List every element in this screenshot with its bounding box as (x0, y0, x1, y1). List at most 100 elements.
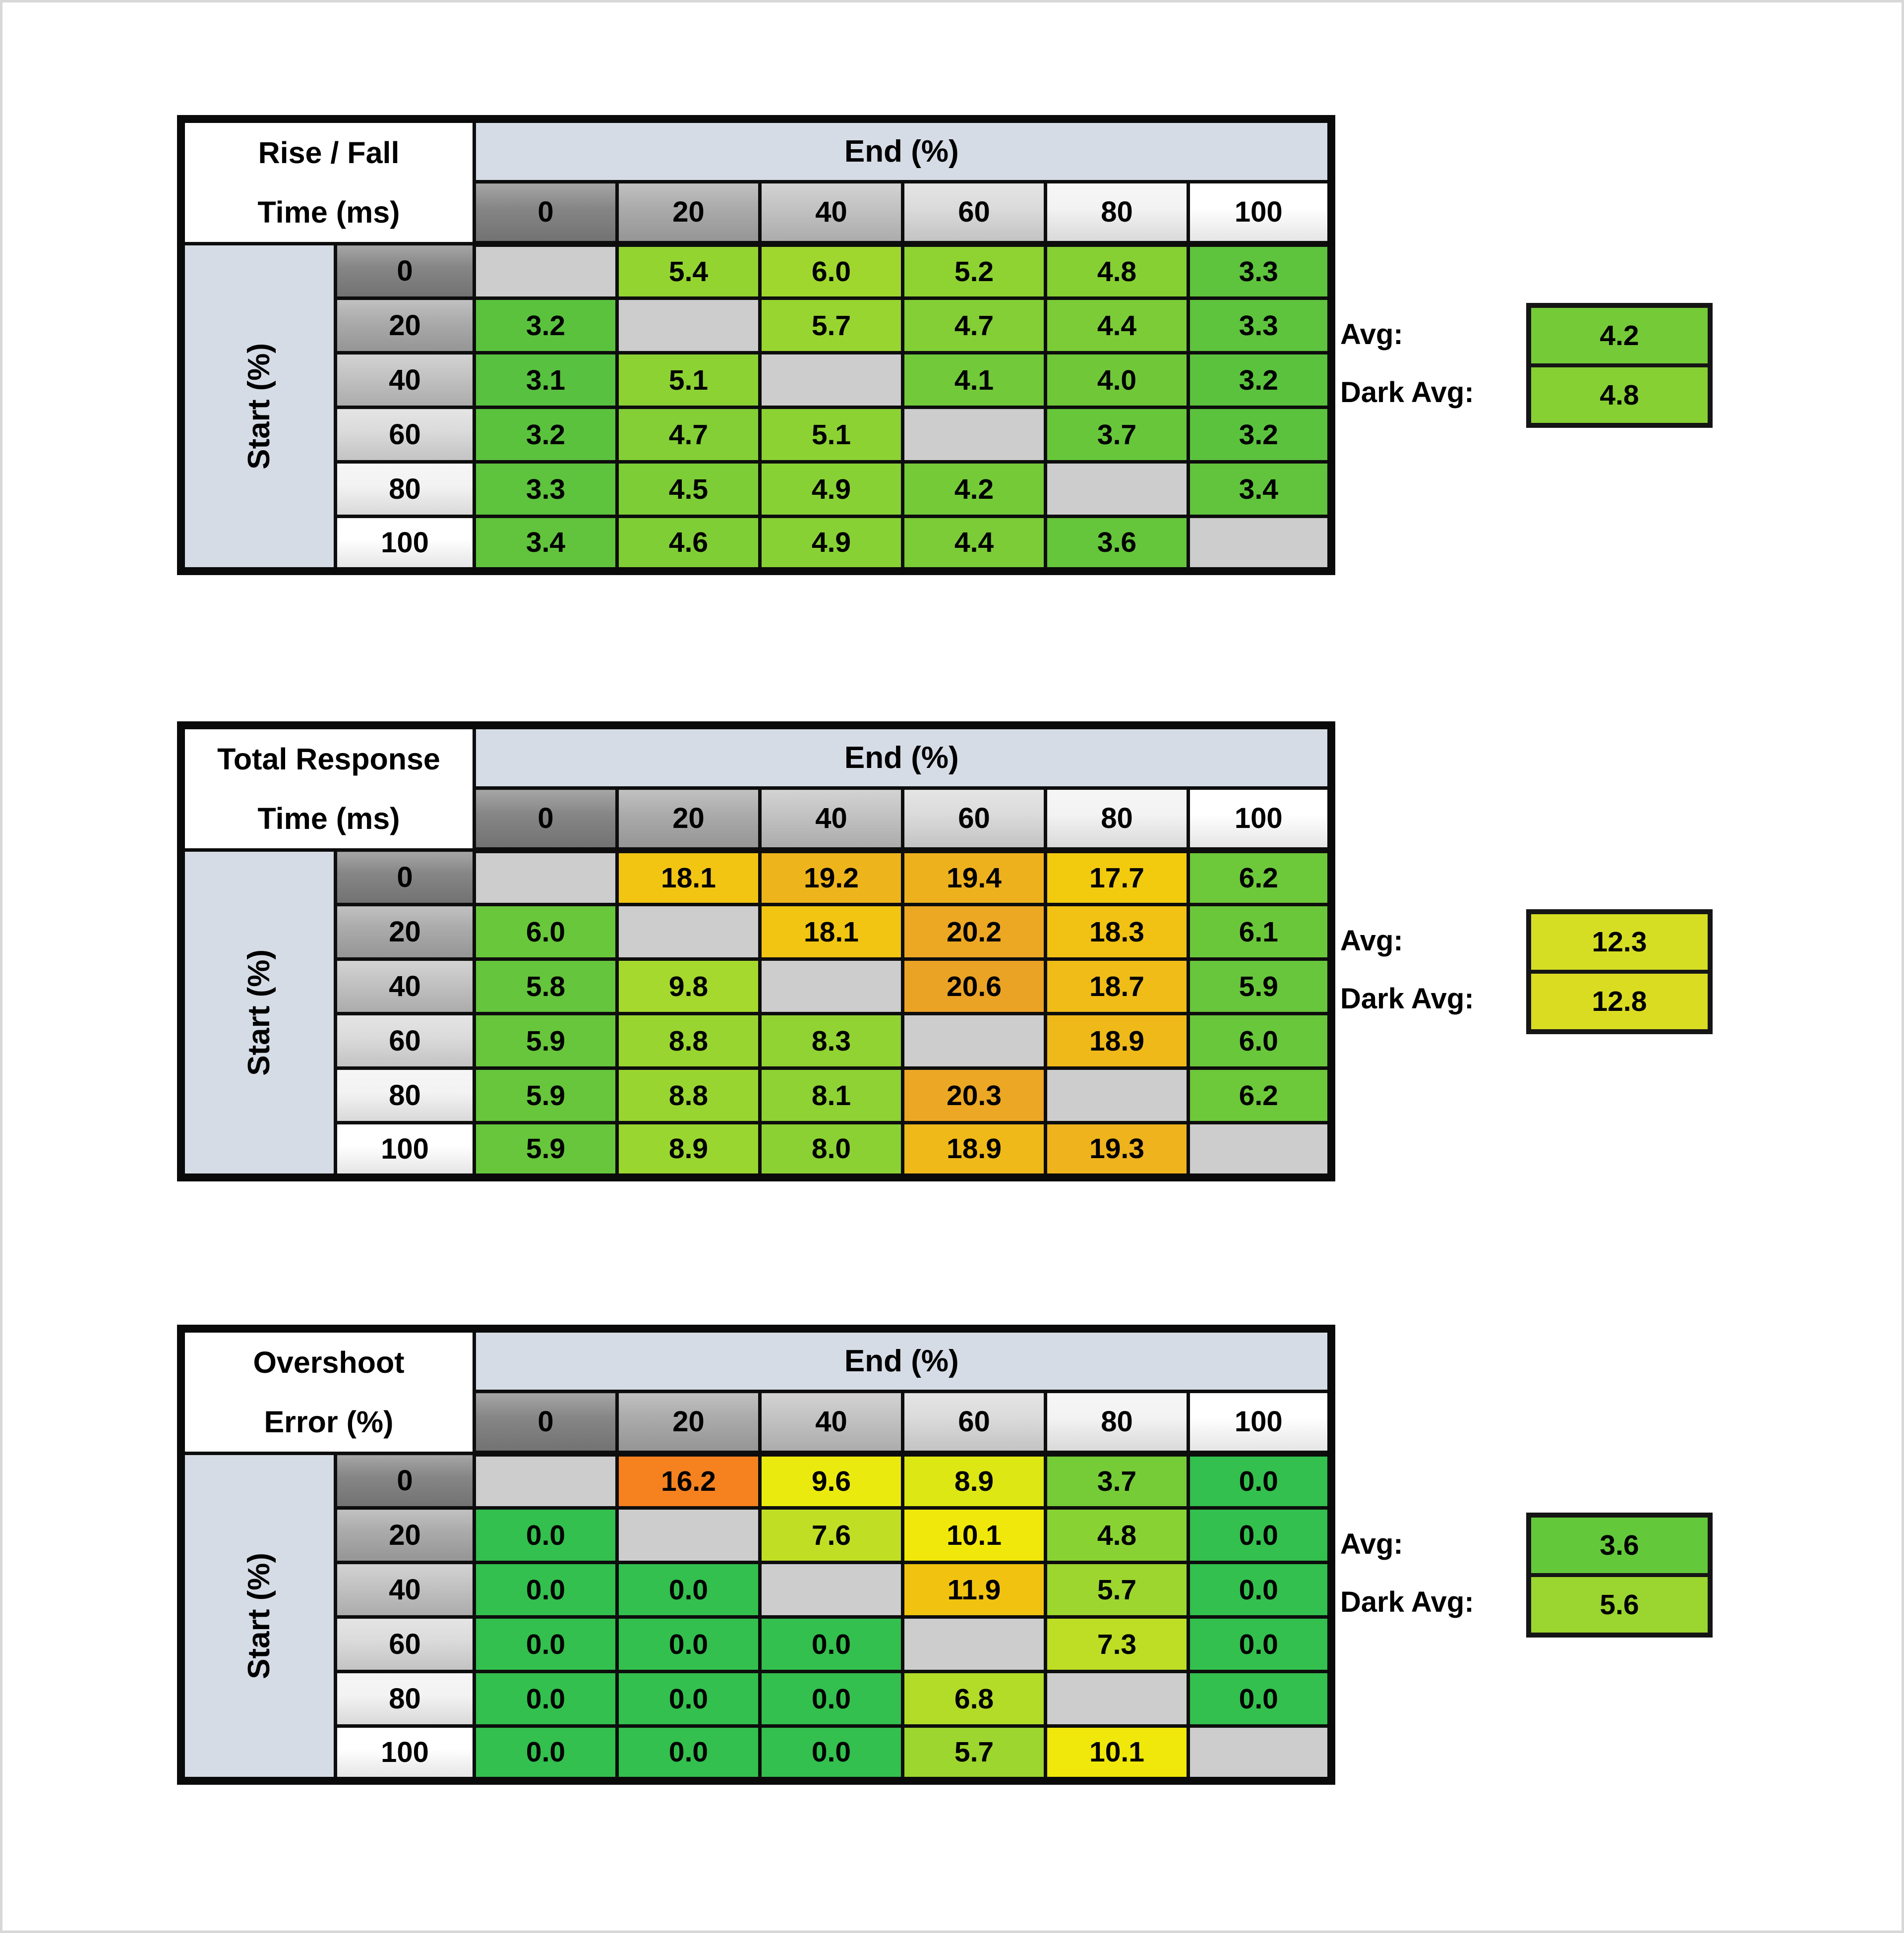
heatmap-grid: Overshoot Error (%) End (%) 0 20 40 60 80 100… (177, 1325, 1335, 1785)
heatmap-row: 40 5.8 9.8 20.6 18.7 5.9 (181, 957, 1333, 1015)
heatmap-cell: 0.0 (1187, 1506, 1333, 1564)
heatmap-cell: 0.0 (615, 1724, 762, 1782)
heatmap-cell: 0.0 (473, 1670, 619, 1728)
avg-summary-box: 4.2 4.8 (1526, 303, 1713, 428)
heatmap-cell: 7.6 (758, 1506, 904, 1564)
heatmap-row: 60 0.0 0.0 0.0 7.3 0.0 (181, 1615, 1333, 1673)
dark-avg-label: Dark Avg: (1340, 1586, 1474, 1618)
table-title-line2: Time (ms) (257, 195, 400, 229)
start-axis-band: Start (%) (179, 1452, 337, 1782)
heatmap-cell: 20.6 (901, 957, 1047, 1015)
end-col-header-100: 100 (1187, 180, 1333, 247)
start-axis-label: Start (%) (242, 343, 276, 469)
heatmap-row: 40 0.0 0.0 11.9 5.7 0.0 (181, 1561, 1333, 1619)
heatmap-cell: 6.1 (1187, 903, 1333, 961)
heatmap-cell: 0.0 (1187, 1561, 1333, 1619)
start-row-header-40: 40 (334, 957, 476, 1015)
heatmap-cell: 0.0 (758, 1615, 904, 1673)
heatmap-cell: 3.7 (1044, 1452, 1190, 1510)
heatmap-cell: 0.0 (615, 1670, 762, 1728)
heatmap-cell: 8.8 (615, 1066, 762, 1124)
heatmap-cell: 5.2 (901, 242, 1047, 300)
heatmap-cell: 8.3 (758, 1012, 904, 1070)
rise-fall-time-table: Rise / Fall Time (ms) End (%) 0 20 40 60 80 1… (177, 115, 1729, 575)
dark-avg-label: Dark Avg: (1340, 983, 1474, 1015)
start-row-header-20: 20 (334, 296, 476, 354)
avg-summary-box: 3.6 5.6 (1526, 1513, 1713, 1638)
diagonal-blank-cell (615, 296, 762, 354)
heatmap-cell: 6.0 (758, 242, 904, 300)
heatmap-cell: 0.0 (473, 1615, 619, 1673)
heatmap-row: 100 3.4 4.6 4.9 4.4 3.6 (181, 515, 1333, 573)
end-col-header-60: 60 (901, 180, 1047, 247)
table-title-line2: Error (%) (264, 1405, 394, 1439)
diagonal-blank-cell (901, 1012, 1047, 1070)
heatmap-cell: 8.0 (758, 1121, 904, 1179)
heatmap-cell: 3.2 (1187, 351, 1333, 409)
heatmap-cell: 7.3 (1044, 1615, 1190, 1673)
heatmap-cell: 8.9 (901, 1452, 1047, 1510)
heatmap-cell: 18.9 (1044, 1012, 1190, 1070)
heatmap-cell: 3.3 (1187, 296, 1333, 354)
heatmap-cell: 3.2 (473, 296, 619, 354)
heatmap-cell: 4.1 (901, 351, 1047, 409)
heatmap-cell: 4.0 (1044, 351, 1190, 409)
heatmap-row: 100 5.9 8.9 8.0 18.9 19.3 (181, 1121, 1333, 1179)
heatmap-cell: 3.7 (1044, 406, 1190, 464)
start-row-header-0: 0 (334, 1452, 476, 1510)
heatmap-cell: 3.2 (1187, 406, 1333, 464)
start-row-header-100: 100 (334, 1121, 476, 1179)
heatmap-cell: 0.0 (473, 1561, 619, 1619)
diagonal-blank-cell (473, 848, 619, 906)
end-col-header-20: 20 (615, 786, 762, 853)
heatmap-cell: 3.4 (473, 515, 619, 573)
heatmap-cell: 18.9 (901, 1121, 1047, 1179)
heatmap-cell: 4.8 (1044, 242, 1190, 300)
heatmap-row: 20 6.0 18.1 20.2 18.3 6.1 (181, 903, 1333, 961)
heatmap-cell: 5.1 (758, 406, 904, 464)
heatmap-cell: 19.4 (901, 848, 1047, 906)
avg-value: 12.3 (1531, 914, 1708, 974)
end-col-header-0: 0 (473, 180, 619, 247)
heatmap-cell: 8.9 (615, 1121, 762, 1179)
heatmap-cell: 3.4 (1187, 460, 1333, 518)
heatmap-cell: 9.8 (615, 957, 762, 1015)
start-row-header-20: 20 (334, 1506, 476, 1564)
start-axis-label: Start (%) (242, 949, 276, 1076)
diagonal-blank-cell (1187, 1724, 1333, 1782)
start-row-header-60: 60 (334, 1012, 476, 1070)
heatmap-cell: 4.4 (901, 515, 1047, 573)
start-row-header-100: 100 (334, 1724, 476, 1782)
heatmap-cell: 19.2 (758, 848, 904, 906)
heatmap-cell: 6.2 (1187, 1066, 1333, 1124)
heatmap-cell: 5.9 (473, 1121, 619, 1179)
heatmap-cell: 3.6 (1044, 515, 1190, 573)
end-col-header-80: 80 (1044, 1390, 1190, 1457)
start-row-header-20: 20 (334, 903, 476, 961)
heatmap-cell: 0.0 (1187, 1452, 1333, 1510)
start-row-header-80: 80 (334, 460, 476, 518)
heatmap-row: 40 3.1 5.1 4.1 4.0 3.2 (181, 351, 1333, 409)
diagonal-blank-cell (1044, 1670, 1190, 1728)
end-col-header-60: 60 (901, 786, 1047, 853)
heatmap-cell: 5.4 (615, 242, 762, 300)
end-col-header-40: 40 (758, 1390, 904, 1457)
start-axis-label: Start (%) (242, 1552, 276, 1679)
heatmap-cell: 5.9 (473, 1012, 619, 1070)
heatmap-cell: 0.0 (1187, 1670, 1333, 1728)
heatmap-cell: 0.0 (615, 1615, 762, 1673)
diagonal-blank-cell (1044, 460, 1190, 518)
table-title-line1: Overshoot (253, 1346, 405, 1379)
heatmap-cell: 20.2 (901, 903, 1047, 961)
heatmap-cell: 17.7 (1044, 848, 1190, 906)
start-axis-band: Start (%) (179, 848, 337, 1179)
heatmap-row: Start (%) 0 16.2 9.6 8.9 3.7 0.0 (179, 1452, 1333, 1782)
end-column-headers: 0 20 40 60 80 100 (181, 1390, 1333, 1457)
end-col-header-20: 20 (615, 180, 762, 247)
heatmap-cell: 6.2 (1187, 848, 1333, 906)
heatmap-cell: 18.7 (1044, 957, 1190, 1015)
end-col-header-20: 20 (615, 1390, 762, 1457)
heatmap-row: 100 0.0 0.0 0.0 5.7 10.1 (181, 1724, 1333, 1782)
end-col-header-0: 0 (473, 1390, 619, 1457)
heatmap-cell: 0.0 (615, 1561, 762, 1619)
